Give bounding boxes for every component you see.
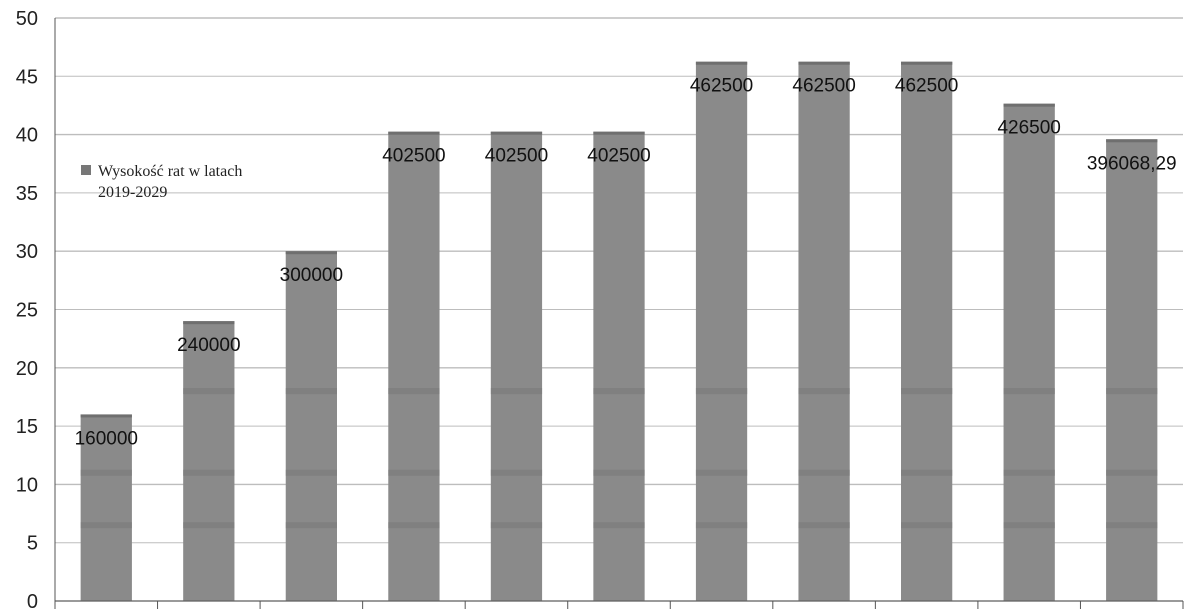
bar-band	[798, 469, 850, 476]
legend-swatch	[81, 165, 91, 175]
bar-top	[901, 61, 953, 65]
bar-top	[80, 414, 132, 418]
data-label: 240000	[177, 335, 240, 356]
bar-band	[80, 522, 132, 529]
y-tick-label: 10	[16, 474, 38, 496]
bar-top	[285, 251, 337, 255]
bar-band	[593, 522, 645, 529]
bar-group	[388, 131, 440, 601]
bar	[1106, 139, 1158, 602]
bar-group	[285, 251, 337, 601]
bar-top	[593, 131, 645, 135]
bar-band	[80, 469, 132, 476]
data-label: 462500	[690, 76, 753, 97]
bar-band	[490, 388, 543, 395]
bar-band	[1106, 388, 1158, 395]
bar-top	[1106, 139, 1158, 143]
bar	[388, 131, 440, 601]
bar-top	[1003, 103, 1055, 107]
y-tick-label: 45	[16, 66, 38, 88]
bar	[1003, 103, 1055, 602]
y-tick-label: 15	[16, 416, 38, 438]
bar-band	[695, 522, 748, 529]
data-label: 462500	[792, 76, 855, 97]
bar-band	[388, 469, 440, 476]
bar-band	[593, 388, 645, 395]
bar-band	[1003, 388, 1055, 395]
bars	[80, 61, 1158, 602]
bar-band	[901, 522, 953, 529]
bar-band	[183, 388, 235, 395]
bar-band	[388, 522, 440, 529]
bar-band	[1106, 522, 1158, 529]
bar	[183, 321, 235, 601]
bar	[490, 131, 543, 601]
bar-band	[388, 388, 440, 395]
bar-top	[695, 61, 748, 65]
data-labels: 160000 240000 300000 402500 402500 402500 4625…	[75, 76, 1177, 450]
data-label: 402500	[485, 146, 548, 167]
bar-group	[798, 61, 850, 602]
bar-band	[183, 469, 235, 476]
bar-band	[798, 388, 850, 395]
bar-group	[490, 131, 543, 601]
bar-top	[490, 131, 543, 135]
bar-band	[490, 522, 543, 529]
bar-group	[80, 414, 132, 601]
y-tick-label: 0	[27, 591, 38, 609]
y-tick-label: 30	[16, 241, 38, 263]
bar	[593, 131, 645, 601]
y-tick-label: 20	[16, 358, 38, 380]
bar-group	[901, 61, 953, 602]
legend: Wysokość rat w latach 2019-2029	[81, 163, 242, 201]
bar-band	[901, 388, 953, 395]
bar-group	[695, 61, 748, 602]
bar-band	[695, 388, 748, 395]
axes: 0 5 10 15 20 25 30 35 40 45 50	[16, 8, 1184, 609]
y-tick-label: 40	[16, 125, 38, 147]
bar-band	[285, 469, 337, 476]
bar-group	[593, 131, 645, 601]
y-tick-label: 50	[16, 8, 38, 30]
bar-group	[1106, 139, 1158, 602]
bar	[695, 61, 748, 602]
bar-band	[1003, 522, 1055, 529]
bar-band	[285, 522, 337, 529]
data-label: 160000	[75, 428, 138, 449]
bar-band	[901, 469, 953, 476]
bar-band	[183, 522, 235, 529]
bar-band	[1003, 469, 1055, 476]
bar-band	[593, 469, 645, 476]
bar-group	[183, 321, 235, 601]
y-tick-label: 25	[16, 300, 38, 322]
bar-top	[388, 131, 440, 135]
data-label: 402500	[382, 146, 445, 167]
data-label: 396068,29	[1087, 153, 1177, 174]
legend-label-line1: Wysokość rat w latach	[98, 163, 242, 180]
bar	[798, 61, 850, 602]
bar-band	[695, 469, 748, 476]
bar-band	[1106, 469, 1158, 476]
bar	[80, 414, 132, 601]
bar-band	[490, 469, 543, 476]
data-label: 300000	[280, 265, 343, 286]
data-label: 426500	[997, 118, 1060, 139]
bar-group	[1003, 103, 1055, 602]
bar	[901, 61, 953, 602]
y-tick-label: 5	[27, 533, 38, 555]
y-tick-label: 35	[16, 183, 38, 205]
bar-band	[285, 388, 337, 395]
bar	[285, 251, 337, 601]
legend-label-line2: 2019-2029	[98, 184, 167, 201]
data-label: 462500	[895, 76, 958, 97]
bar-top	[798, 61, 850, 65]
data-label: 402500	[587, 146, 650, 167]
bar-band	[798, 522, 850, 529]
bar-top	[183, 321, 235, 325]
